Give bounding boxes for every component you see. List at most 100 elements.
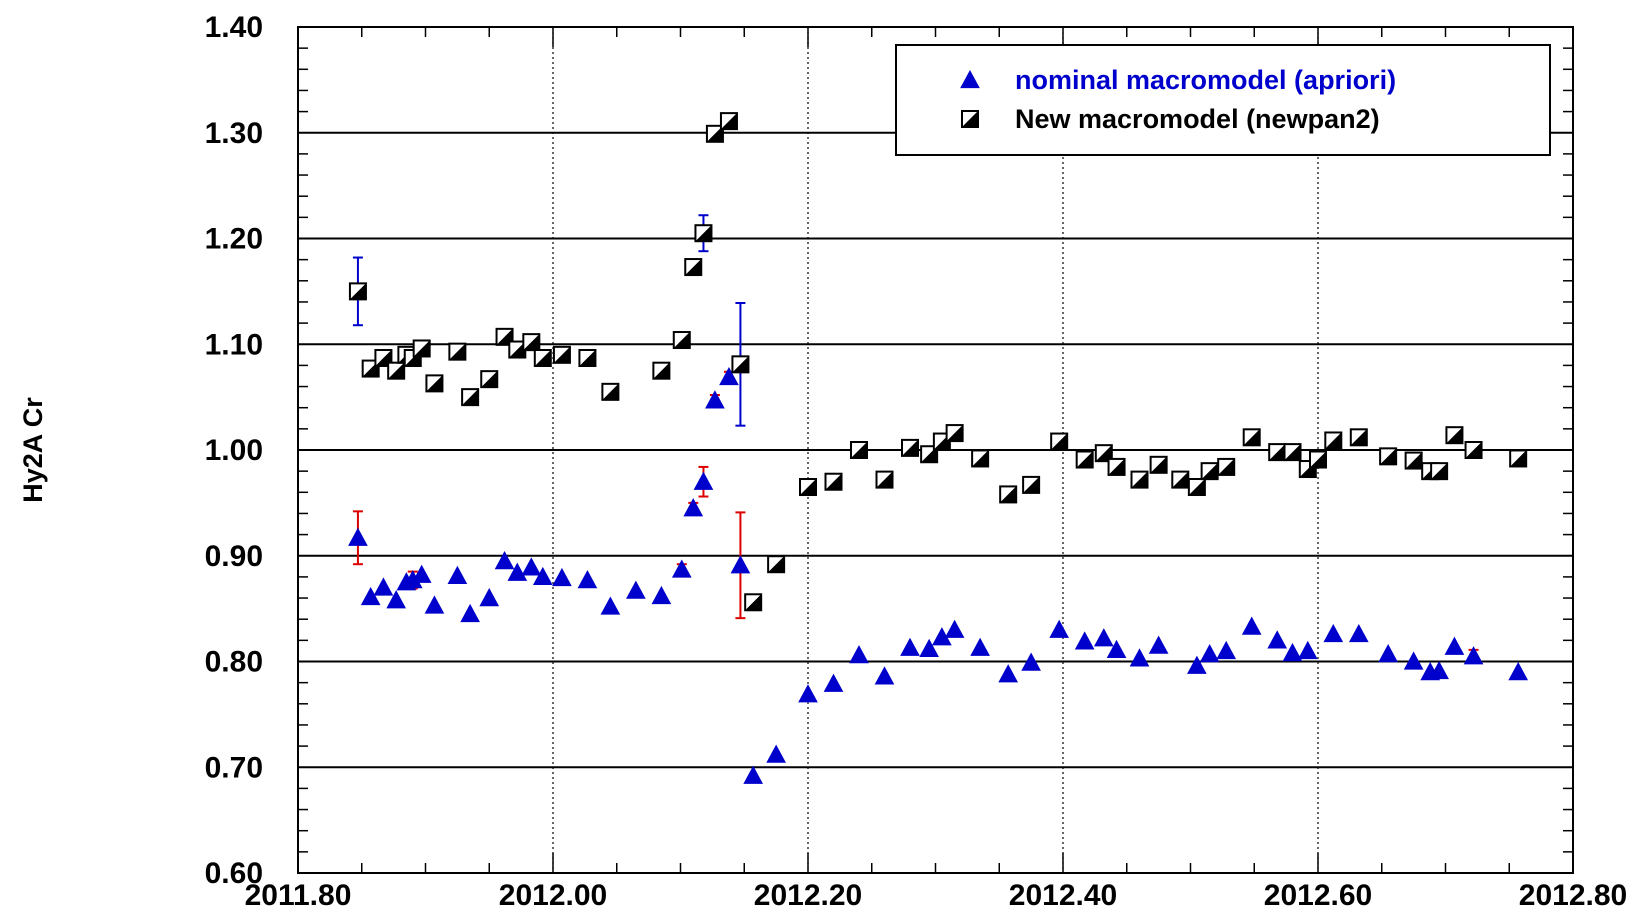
point-nominal <box>1021 652 1041 671</box>
marker-fill <box>673 332 690 349</box>
point-newpan2 <box>1149 455 1168 474</box>
point-nominal <box>1106 639 1127 659</box>
y-tick-labels: 0.60 0.70 0.80 0.90 1.00 1.10 1.20 1.30 1.40 <box>205 11 263 890</box>
point-newpan2 <box>1094 444 1113 463</box>
data-points <box>348 112 1529 784</box>
point-newpan2 <box>999 485 1018 504</box>
marker-fill <box>553 346 570 363</box>
point-newpan2 <box>875 470 894 489</box>
marker-fill <box>1023 476 1040 493</box>
point-newpan2 <box>425 374 444 393</box>
point-newpan2 <box>971 449 990 468</box>
point-nominal <box>348 527 368 546</box>
marker-fill <box>1380 448 1397 465</box>
marker-fill <box>1405 452 1422 469</box>
marker-fill <box>706 125 723 142</box>
point-newpan2 <box>705 124 724 143</box>
point-nominal <box>919 638 939 657</box>
marker-fill <box>349 283 366 300</box>
marker-fill <box>449 343 466 360</box>
point-nominal <box>626 580 646 599</box>
marker-fill <box>1188 479 1205 496</box>
point-newpan2 <box>1283 443 1302 462</box>
point-nominal <box>1508 662 1529 681</box>
y-tick-label: 1.40 <box>205 11 263 44</box>
marker-fill <box>462 389 479 406</box>
point-nominal <box>1148 635 1169 654</box>
point-newpan2 <box>731 355 750 374</box>
marker-fill <box>851 442 867 458</box>
point-nominal <box>874 666 895 685</box>
marker-fill <box>1131 471 1148 488</box>
point-nominal <box>521 557 542 576</box>
marker-fill <box>523 334 540 351</box>
point-nominal <box>1323 623 1344 643</box>
point-newpan2 <box>1200 462 1219 481</box>
point-nominal <box>1129 648 1150 667</box>
point-newpan2 <box>1349 428 1368 447</box>
marker-fill <box>946 425 963 442</box>
point-newpan2 <box>1445 426 1464 445</box>
marker-fill <box>1510 450 1527 467</box>
point-newpan2 <box>461 388 480 407</box>
point-nominal <box>447 565 468 584</box>
marker-fill <box>732 356 749 373</box>
point-nominal <box>671 559 692 578</box>
point-nominal <box>360 586 381 606</box>
point-nominal <box>1378 644 1398 663</box>
point-newpan2 <box>1217 457 1236 476</box>
point-nominal <box>743 765 764 784</box>
point-newpan2 <box>694 224 713 243</box>
y-tick-label: 1.20 <box>205 223 263 256</box>
point-newpan2 <box>1324 431 1343 450</box>
y-tick-label: 1.30 <box>205 117 263 150</box>
y-tick-label: 1.00 <box>205 434 263 467</box>
marker-fill <box>1051 433 1068 450</box>
legend-box <box>895 44 1551 156</box>
legend-square <box>961 110 979 128</box>
point-newpan2 <box>1050 432 1069 451</box>
y-axis-title: Hy2A Cr <box>18 397 48 503</box>
marker-fill <box>602 383 619 400</box>
point-nominal <box>849 645 869 664</box>
marker-fill <box>1431 463 1448 480</box>
x-tick-label: 2012.20 <box>754 879 862 910</box>
marker-fill <box>1201 463 1218 480</box>
marker-fill <box>1000 486 1017 503</box>
point-nominal <box>944 619 965 638</box>
marker-fill <box>1243 429 1260 446</box>
marker-fill <box>481 371 498 388</box>
point-nominal <box>1074 631 1095 650</box>
point-newpan2 <box>767 555 786 574</box>
marker-fill <box>902 439 918 456</box>
point-nominal <box>1241 616 1262 635</box>
point-nominal <box>651 585 672 605</box>
marker-fill <box>972 450 989 467</box>
legend-triangle <box>960 69 980 89</box>
point-newpan2 <box>1075 450 1094 469</box>
marker-fill <box>1172 471 1189 488</box>
point-newpan2 <box>1107 457 1126 476</box>
point-newpan2 <box>533 348 552 367</box>
x-tick-label: 2011.80 <box>245 879 352 910</box>
marker-fill <box>1350 429 1367 446</box>
point-newpan2 <box>1171 470 1190 489</box>
marker-fill <box>1108 458 1125 475</box>
marker-fill <box>800 479 816 496</box>
point-newpan2 <box>945 424 964 443</box>
marker-fill <box>1446 427 1463 444</box>
legend-marker-newpan2 <box>961 110 979 128</box>
point-nominal <box>730 555 751 574</box>
point-nominal <box>424 595 445 614</box>
point-newpan2 <box>1309 450 1327 469</box>
marker-fill <box>579 349 596 366</box>
point-nominal <box>460 603 480 623</box>
point-newpan2 <box>1509 449 1528 468</box>
point-nominal <box>823 673 844 692</box>
point-nominal <box>1297 640 1318 660</box>
point-nominal <box>411 564 432 583</box>
point-nominal <box>1216 640 1237 660</box>
marker-fill <box>1095 445 1112 462</box>
point-newpan2 <box>412 339 431 358</box>
